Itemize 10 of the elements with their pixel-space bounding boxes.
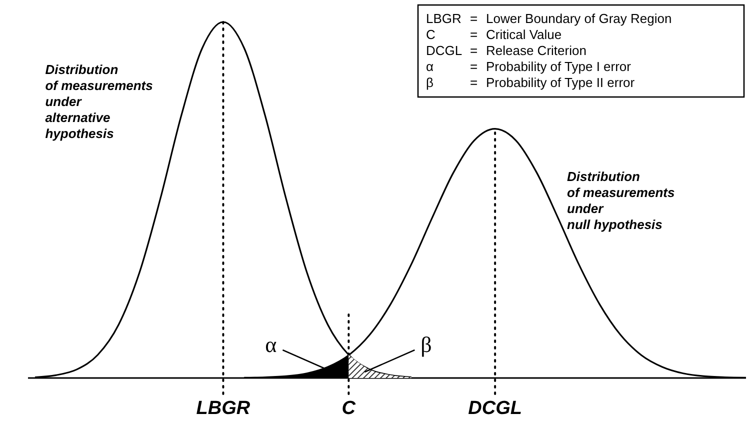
x-tick-label: C <box>342 398 356 419</box>
series-label: Distribution of measurements under null hypothesis <box>567 168 675 232</box>
series-label: Distribution of measurements under alternative hypothesis <box>45 62 153 141</box>
key-box: LBGR = Lower Boundary of Gray Region C = Critical Value DCGL = Release Criterion α = Probability of Type I error β = Probability of Type II error <box>417 4 745 98</box>
x-tick-label: DCGL <box>468 398 522 419</box>
annotation: LBGR = Lower Boundary of Gray Region <box>426 11 672 26</box>
x-tick-label: LBGR <box>196 398 250 419</box>
annotation: DCGL = Release Criterion <box>426 43 586 58</box>
series-label: α <box>265 332 278 357</box>
series-label: β <box>420 332 432 357</box>
